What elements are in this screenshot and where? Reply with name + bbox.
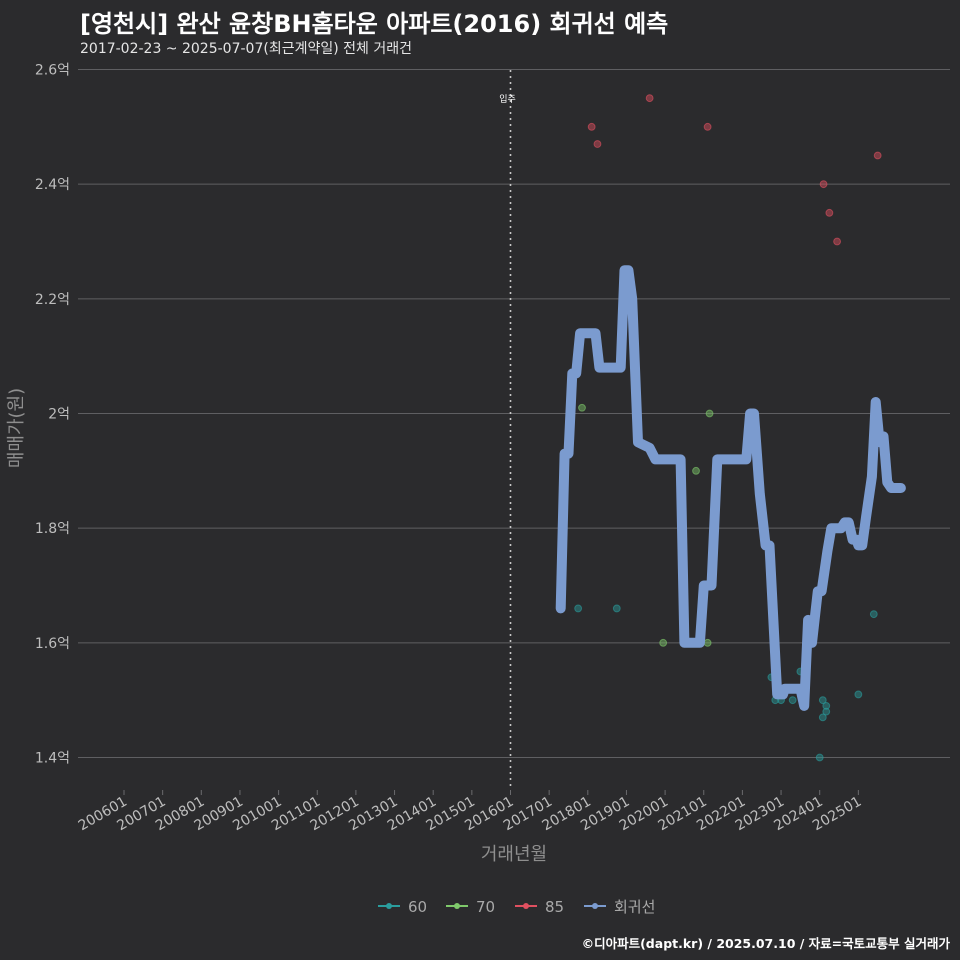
- point-85: [703, 122, 712, 131]
- chart-subtitle: 2017-02-23 ~ 2025-07-07(최근계약일) 전체 거래건: [80, 41, 412, 57]
- point-60: [822, 702, 831, 710]
- point-60: [815, 753, 824, 762]
- legend: 60 70 85 회귀선: [378, 898, 655, 916]
- legend-swatch-dot: [386, 903, 392, 909]
- point-85: [645, 94, 654, 103]
- point-60: [818, 696, 827, 705]
- legend-label: 60: [408, 898, 427, 916]
- x-axis-title: 거래년월: [481, 844, 547, 865]
- y-tick-label: 1.4억: [35, 751, 70, 767]
- move-in-label: 입주: [499, 93, 516, 105]
- y-tick-label: 2.6억: [35, 63, 70, 79]
- regression-line: [555, 265, 906, 711]
- y-tick-label: 2억: [48, 407, 70, 423]
- point-70: [659, 638, 668, 647]
- legend-item: 60: [378, 898, 427, 916]
- point-85: [587, 122, 596, 131]
- point-70: [692, 466, 700, 475]
- legend-swatch-dot: [454, 903, 460, 909]
- chart-title: [영천시] 완산 윤창BH홈타운 아파트(2016) 회귀선 예측: [80, 10, 669, 38]
- point-70: [705, 409, 714, 418]
- grid-layer: [78, 69, 950, 758]
- point-60: [822, 707, 831, 716]
- point-60: [854, 690, 863, 699]
- point-60: [869, 610, 878, 619]
- point-60: [574, 604, 583, 613]
- legend-item: 85: [515, 898, 564, 916]
- point-85: [819, 180, 828, 189]
- y-tick-label: 1.6억: [35, 636, 70, 652]
- legend-item: 회귀선: [584, 898, 655, 916]
- y-tick-label: 2.4억: [35, 177, 70, 193]
- legend-swatch-dot: [592, 903, 598, 909]
- x-tick-labels: 2006012007012008012009012010012011012012…: [76, 790, 864, 834]
- legend-swatch-dot: [523, 903, 529, 909]
- points-layer: [574, 94, 882, 762]
- y-tick-labels: 1.4억 1.6억 1.8억 2억 2.2억 2.4억 2.6억: [35, 63, 70, 767]
- point-60: [818, 713, 827, 722]
- y-axis-title: 매매가(원): [6, 388, 27, 468]
- point-60: [788, 696, 797, 705]
- point-85: [825, 208, 834, 217]
- point-85: [593, 140, 602, 148]
- point-70: [578, 403, 586, 412]
- point-85: [833, 237, 841, 246]
- legend-label: 회귀선: [614, 898, 655, 916]
- point-85: [873, 151, 882, 160]
- source-caption: ©디아파트(dapt.kr) / 2025.07.10 / 자료=국토교통부 실…: [581, 936, 950, 951]
- legend-label: 85: [545, 898, 564, 916]
- y-tick-label: 2.2억: [35, 292, 70, 308]
- y-tick-label: 1.8억: [35, 521, 70, 537]
- legend-label: 70: [476, 898, 495, 916]
- annotation-layer: 입주: [499, 70, 516, 790]
- legend-item: 70: [446, 898, 495, 916]
- point-60: [612, 604, 621, 613]
- point-70: [703, 638, 712, 647]
- regression-line-layer: [555, 265, 906, 711]
